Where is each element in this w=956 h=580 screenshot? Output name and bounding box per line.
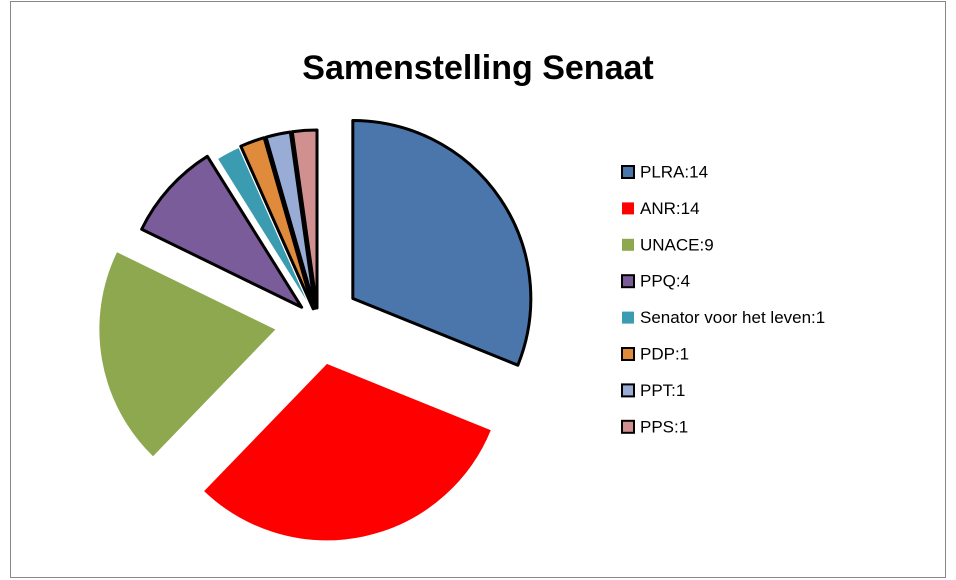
legend-label: PLRA:14 — [640, 162, 708, 181]
legend-label: PPQ:4 — [640, 272, 690, 291]
pie-slice — [216, 146, 313, 311]
legend-swatch — [621, 383, 635, 398]
legend-swatch — [621, 419, 635, 434]
legend-label: PDP:1 — [640, 344, 689, 363]
legend-label: PPS:1 — [640, 417, 688, 436]
legend-label: UNACE:9 — [640, 235, 714, 254]
legend-swatch — [621, 165, 635, 179]
pie-slice — [202, 362, 493, 542]
legend-label: Senator voor het leven:1 — [640, 308, 825, 327]
pie-slice — [239, 136, 315, 311]
legend-label: PPT:1 — [640, 381, 685, 400]
pie-slice — [351, 119, 533, 367]
legend-swatch — [621, 347, 635, 361]
legend-swatch — [622, 311, 634, 324]
chart-title: Samenstelling Senaat — [302, 49, 653, 87]
pie-slice — [264, 130, 317, 310]
legend-swatch — [622, 202, 634, 215]
pie-slice — [140, 154, 304, 309]
legend-swatch — [621, 274, 635, 289]
pie-slice — [290, 128, 319, 310]
legend-swatch — [622, 238, 634, 251]
legend-label: ANR:14 — [640, 199, 700, 218]
pie-slice — [97, 250, 278, 459]
